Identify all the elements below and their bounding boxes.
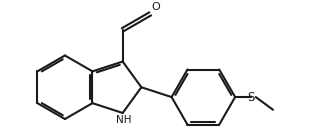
Text: O: O bbox=[152, 2, 161, 12]
Text: S: S bbox=[247, 91, 255, 104]
Text: NH: NH bbox=[116, 115, 131, 125]
